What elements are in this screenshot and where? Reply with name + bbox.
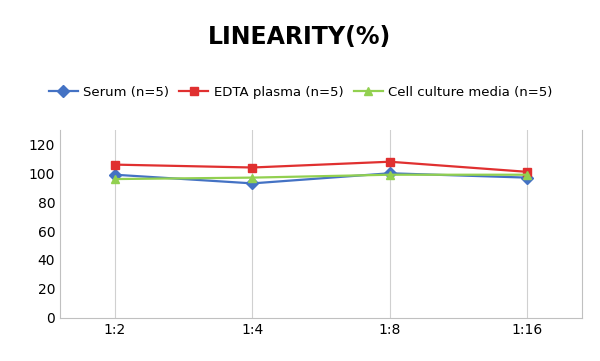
EDTA plasma (n=5)	[112, 162, 119, 167]
Text: LINEARITY(%): LINEARITY(%)	[208, 25, 392, 49]
Cell culture media (n=5)	[249, 175, 256, 180]
Legend: Serum (n=5), EDTA plasma (n=5), Cell culture media (n=5): Serum (n=5), EDTA plasma (n=5), Cell cul…	[49, 86, 553, 99]
Serum (n=5)	[112, 173, 119, 177]
Serum (n=5)	[523, 175, 530, 180]
Line: EDTA plasma (n=5): EDTA plasma (n=5)	[111, 157, 531, 176]
Serum (n=5)	[249, 181, 256, 186]
EDTA plasma (n=5)	[523, 170, 530, 174]
Cell culture media (n=5)	[112, 177, 119, 181]
Cell culture media (n=5)	[386, 173, 393, 177]
Line: Serum (n=5): Serum (n=5)	[111, 169, 531, 188]
EDTA plasma (n=5)	[386, 160, 393, 164]
Cell culture media (n=5)	[523, 173, 530, 177]
Serum (n=5)	[386, 171, 393, 175]
EDTA plasma (n=5)	[249, 165, 256, 170]
Line: Cell culture media (n=5): Cell culture media (n=5)	[111, 170, 531, 183]
